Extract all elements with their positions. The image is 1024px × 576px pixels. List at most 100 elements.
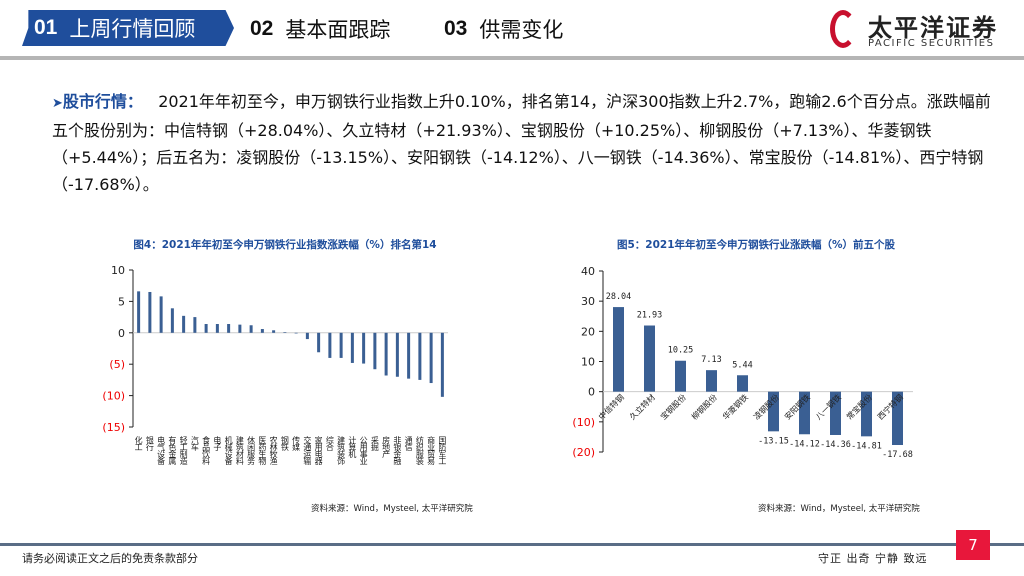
data-label: -17.68: [882, 450, 913, 460]
bar-采掘: [373, 332, 377, 370]
source-note: 资料来源：Wind，Mysteel, 太平洋研究院: [311, 503, 473, 514]
bar-房地产: [384, 332, 388, 376]
x-category-label: 电气设备: [157, 435, 166, 466]
x-category-label: 有色金属: [168, 435, 177, 466]
bar-休闲服务: [249, 325, 253, 333]
bar-电气设备: [159, 296, 163, 333]
bar-建筑装饰: [339, 332, 343, 358]
disclaimer: 请务必阅读正文之后的免责条款部分: [22, 552, 198, 565]
y-tick-label: (20): [572, 446, 595, 459]
logo-icon: [830, 10, 856, 48]
company-logo: 太平洋证券 PACIFIC SECURITIES: [830, 8, 1016, 52]
bar-食品饮料: [204, 324, 208, 333]
bar-安阳钢铁: [799, 391, 810, 435]
tab-fundamentals[interactable]: 02 基本面跟踪: [250, 14, 390, 44]
x-category-label: 轻工制造: [179, 435, 188, 466]
footer-divider: [0, 543, 1024, 546]
summary-text: 2021年年初至今，申万钢铁行业指数上升0.10%，排名第14，沪深300指数上…: [52, 92, 991, 194]
bar-农林牧渔: [272, 330, 276, 333]
x-category-label: 医药生物: [258, 436, 267, 466]
x-category-label: 房地产: [382, 435, 391, 459]
x-category-label: 机械设备: [224, 435, 233, 466]
data-label: 7.13: [701, 355, 721, 365]
data-label: 5.44: [732, 360, 752, 370]
bar-综合: [328, 332, 332, 358]
data-label: 10.25: [668, 346, 694, 356]
y-tick-label: 20: [581, 325, 595, 338]
source-note: 资料来源：Wind，Mysteel, 太平洋研究院: [758, 503, 920, 514]
bar-凌钢股份: [768, 391, 779, 432]
tab-number: 01: [34, 16, 58, 39]
x-category-label: 家用电器: [314, 435, 323, 466]
bar-柳钢股份: [706, 370, 717, 392]
data-label: -14.81: [851, 441, 882, 451]
y-tick-label: 30: [581, 295, 595, 308]
tab-label: 上周行情回顾: [69, 17, 196, 41]
bar-有色金属: [170, 308, 174, 333]
y-tick-label: 10: [581, 356, 595, 369]
x-category-label: 纺织服装: [415, 435, 424, 466]
y-tick-label: 5: [118, 295, 125, 308]
bar-纺织服装: [418, 332, 422, 380]
y-tick-label: 0: [118, 327, 125, 340]
bar-华菱钢铁: [737, 375, 748, 392]
y-tick-label: (10): [572, 416, 595, 429]
x-category-label: 建筑材料: [235, 435, 244, 466]
y-tick-label: 10: [111, 264, 125, 277]
data-label: 21.93: [637, 311, 663, 321]
bar-汽车: [193, 317, 197, 333]
x-category-label: 非银金融: [393, 435, 402, 466]
x-category-label: 交通运输: [303, 435, 312, 466]
x-category-label: 钢铁: [280, 435, 289, 452]
bar-机械设备: [227, 324, 231, 333]
data-label: -14.36: [820, 440, 851, 450]
bar-久立特材: [644, 325, 655, 392]
bar-建筑材料: [238, 324, 242, 333]
y-tick-label: (10): [102, 390, 125, 403]
x-category-label: 银行: [145, 435, 154, 452]
chart-title: 图5：2021年年初至今申万钢铁行业涨跌幅（%）前五个股: [617, 238, 896, 251]
bar-医药生物: [260, 329, 264, 333]
tab-label: 供需变化: [479, 18, 564, 42]
chart-title: 图4：2021年年初至今申万钢铁行业指数涨跌幅（%）排名第14: [133, 238, 436, 251]
logo-subtext: PACIFIC SECURITIES: [868, 38, 995, 49]
data-label: -14.12: [789, 439, 820, 449]
bar-商业贸易: [429, 332, 433, 384]
x-category-label: 公用事业: [359, 436, 368, 465]
bar-交通运输: [305, 332, 309, 340]
data-label: -13.15: [758, 436, 789, 446]
x-category-label: 化工: [134, 435, 143, 451]
bar-家用电器: [317, 332, 321, 353]
x-category-label: 电子: [213, 435, 222, 451]
bar-钢铁: [283, 332, 287, 333]
bar-化工: [137, 291, 141, 333]
x-category-label: 综合: [325, 435, 334, 452]
tab-supply-demand[interactable]: 03 供需变化: [444, 14, 563, 44]
x-category-label: 采掘: [370, 435, 379, 452]
logo-text: 太平洋证券: [868, 14, 998, 42]
x-category-label: 通信: [404, 435, 413, 452]
bar-银行: [148, 291, 152, 333]
bar-西宁特钢: [892, 391, 903, 446]
bar-八一钢铁: [830, 391, 841, 435]
x-category-label: 建筑装饰: [337, 435, 346, 466]
x-category-label: 柳钢股份: [689, 392, 719, 422]
tab-number: 02: [250, 17, 274, 40]
bar-轻工制造: [182, 315, 186, 333]
data-label: 28.04: [606, 292, 632, 302]
x-category-label: 久立特材: [627, 392, 657, 422]
header-divider: [0, 56, 1024, 60]
x-category-label: 宝钢股份: [658, 392, 688, 422]
bar-电子: [215, 324, 219, 333]
y-tick-label: (5): [109, 358, 125, 371]
tab-label: 基本面跟踪: [285, 18, 391, 42]
x-category-label: 华菱钢铁: [720, 392, 750, 422]
x-category-label: 计算机: [348, 435, 357, 459]
bar-国防军工: [440, 332, 444, 397]
bar-中信特钢: [613, 307, 624, 392]
x-category-label: 休闲服务: [247, 435, 256, 466]
summary-label: 股市行情：: [62, 92, 143, 111]
tab-weekly-review[interactable]: 01 上周行情回顾: [22, 10, 234, 46]
